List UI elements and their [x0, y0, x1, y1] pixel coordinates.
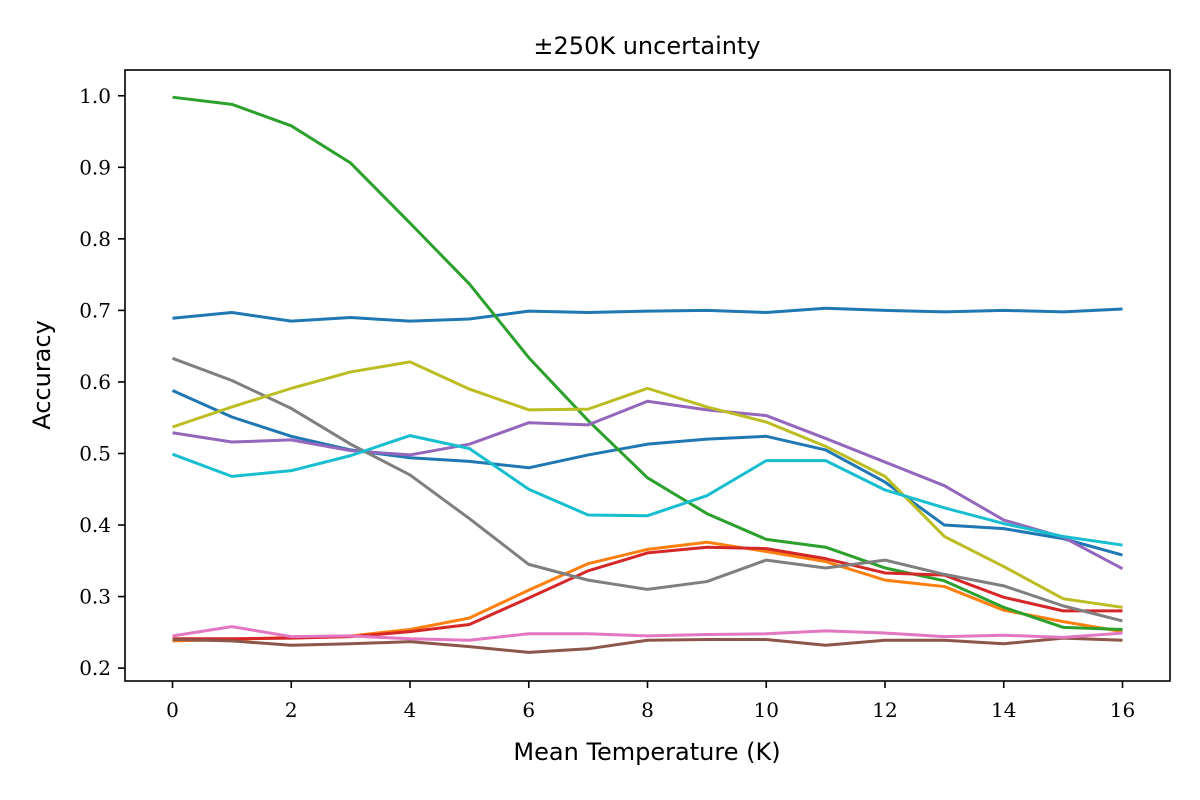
series-line-8 — [172, 625, 1123, 642]
y-tick-label: 0.5 — [79, 441, 111, 465]
series-line-4 — [172, 95, 1123, 631]
chart-title: ±250K uncertainty — [533, 32, 760, 60]
series-line-11 — [171, 434, 1123, 547]
x-axis: 0 2 4 6 8 10 12 14 16 — [166, 681, 1135, 722]
y-tick-label: 0.6 — [79, 370, 111, 394]
y-tick-label: 0.8 — [79, 227, 111, 251]
series-line-9 — [171, 356, 1123, 623]
y-axis: 0.2 0.3 0.4 0.5 0.6 0.7 0.8 0.9 1.0 — [79, 84, 125, 680]
y-tick-label: 1.0 — [79, 84, 111, 108]
series-line-2 — [171, 389, 1123, 557]
x-axis-label: Mean Temperature (K) — [513, 738, 780, 766]
x-tick-label: 4 — [404, 698, 417, 722]
y-axis-label: Accuracy — [28, 320, 56, 430]
series-line-10 — [172, 360, 1123, 609]
x-tick-label: 2 — [285, 698, 298, 722]
series-line-1 — [172, 306, 1123, 323]
x-tick-label: 14 — [991, 698, 1016, 722]
series-line-7 — [172, 636, 1123, 654]
x-tick-label: 0 — [166, 698, 179, 722]
y-tick-label: 0.2 — [79, 656, 111, 680]
series-line-6 — [172, 399, 1124, 570]
y-tick-label: 0.7 — [79, 298, 111, 322]
y-tick-label: 0.4 — [79, 513, 111, 537]
x-tick-label: 10 — [754, 698, 779, 722]
x-tick-label: 8 — [641, 698, 654, 722]
plot-area — [171, 95, 1124, 654]
x-tick-label: 6 — [522, 698, 535, 722]
y-tick-label: 0.3 — [79, 585, 111, 609]
x-tick-label: 16 — [1110, 698, 1135, 722]
series-group — [171, 95, 1124, 654]
y-tick-label: 0.9 — [79, 155, 111, 179]
x-tick-label: 12 — [872, 698, 897, 722]
